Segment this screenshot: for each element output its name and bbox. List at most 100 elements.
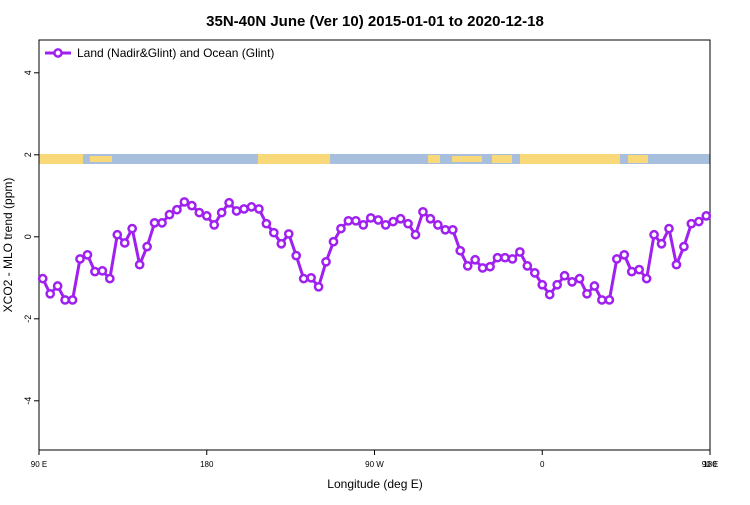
data-point — [597, 295, 607, 305]
data-point — [380, 220, 391, 230]
data-point — [254, 204, 264, 214]
data-point — [82, 249, 93, 260]
data-point — [328, 236, 339, 247]
data-point — [410, 229, 421, 240]
data-point — [433, 220, 443, 230]
data-point — [529, 268, 540, 278]
data-point — [351, 215, 361, 226]
data-point — [291, 250, 302, 261]
data-point — [656, 238, 667, 249]
legend-marker — [53, 48, 63, 58]
data-point — [97, 265, 108, 276]
y-tick-label: 4 — [23, 70, 33, 75]
data-point — [276, 238, 287, 249]
data-point — [373, 215, 384, 225]
data-point — [619, 249, 630, 260]
data-point — [321, 256, 331, 267]
data-point — [634, 264, 645, 275]
chart-title: 35N-40N June (Ver 10) 2015-01-01 to 2020… — [206, 13, 544, 30]
land-ocean-strip — [39, 154, 710, 164]
data-point — [343, 215, 354, 226]
x-tick-label: 180 — [703, 460, 717, 469]
y-tick-label: -2 — [23, 315, 33, 323]
data-point — [462, 261, 473, 271]
data-point — [269, 227, 279, 238]
data-point — [60, 295, 70, 305]
data-point — [455, 245, 466, 256]
data-point — [157, 218, 167, 228]
x-tick-label: 0 — [540, 460, 545, 469]
data-point — [447, 224, 458, 235]
data-point — [134, 259, 145, 270]
data-point — [515, 247, 525, 257]
data-point — [179, 197, 190, 207]
data-point — [216, 207, 227, 218]
data-point — [365, 213, 376, 223]
data-point — [679, 241, 689, 252]
data-point — [201, 211, 212, 221]
data-point — [194, 207, 205, 218]
data-point — [52, 281, 63, 291]
data-point — [164, 209, 175, 220]
data-point — [604, 295, 615, 305]
data-point — [649, 229, 659, 240]
data-point — [112, 229, 123, 240]
data-point — [537, 279, 548, 290]
data-point — [127, 223, 138, 234]
y-tick-label: 0 — [23, 234, 33, 239]
y-tick-label: -4 — [23, 397, 33, 405]
data-point — [664, 223, 674, 234]
data-point — [693, 216, 704, 227]
data-point — [567, 277, 577, 287]
data-point — [611, 254, 622, 264]
data-point — [701, 211, 712, 221]
data-point — [559, 270, 570, 281]
data-point — [395, 213, 406, 224]
data-point — [239, 204, 249, 214]
data-point — [119, 238, 130, 248]
x-tick-label: 180 — [200, 460, 214, 469]
data-point — [313, 281, 324, 292]
data-point — [477, 263, 488, 273]
data-point — [485, 261, 495, 272]
data-point — [336, 223, 346, 234]
data-point — [90, 266, 100, 277]
data-point — [45, 288, 56, 299]
data-point — [261, 218, 272, 229]
data-point — [209, 220, 220, 230]
data-point — [552, 279, 563, 290]
data-point — [306, 272, 316, 283]
data-point — [589, 281, 600, 291]
data-point — [358, 220, 369, 230]
data-point — [686, 218, 697, 229]
data-point — [104, 273, 115, 284]
data-point — [142, 241, 152, 252]
y-axis-label: XCO2 - MLO trend (ppm) — [1, 178, 15, 313]
data-point — [582, 288, 592, 299]
data-point — [149, 218, 160, 228]
data-point — [283, 229, 294, 239]
plot-frame — [38, 39, 711, 451]
data-point — [388, 216, 398, 227]
data-point — [186, 200, 197, 211]
x-axis-label: Longitude (deg E) — [327, 477, 422, 491]
data-point — [626, 266, 637, 277]
data-point — [522, 261, 533, 271]
data-point — [224, 197, 234, 208]
data-point — [403, 218, 413, 229]
data-point — [37, 273, 48, 284]
data-point — [75, 254, 85, 264]
data-point — [470, 254, 480, 265]
data-point — [425, 213, 436, 224]
data-point — [500, 252, 510, 263]
legend-label: Land (Nadir&Glint) and Ocean (Glint) — [77, 46, 274, 60]
data-point — [172, 204, 182, 215]
data-point — [298, 273, 309, 284]
data-point — [246, 202, 257, 212]
data-point — [440, 224, 451, 235]
data-point — [507, 254, 518, 264]
data-point — [641, 273, 652, 284]
data-point — [671, 259, 682, 270]
data-point — [544, 289, 555, 300]
